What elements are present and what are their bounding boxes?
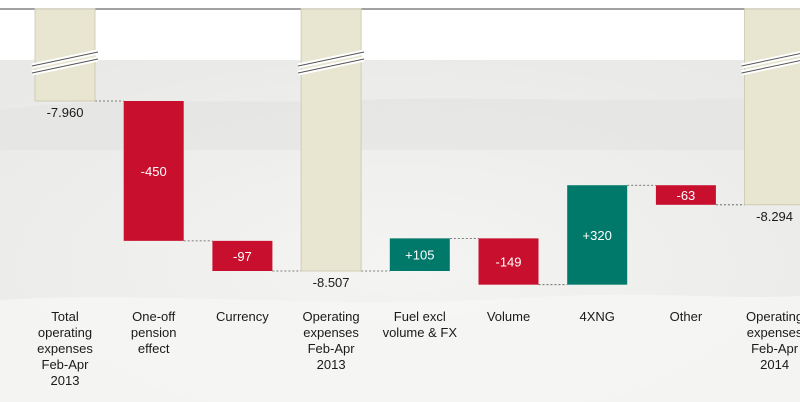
value-label-0: -7.960 xyxy=(47,105,84,120)
category-label-7: Other xyxy=(670,309,703,324)
bar-6 xyxy=(567,185,628,285)
category-labels: Total operating expenses Feb-Apr 2013 One-off… xyxy=(37,309,800,388)
value-label-3: -8.507 xyxy=(313,275,350,290)
category-label-2: Currency xyxy=(216,309,269,324)
axis-break-line-3-7 xyxy=(297,58,365,74)
value-labels: -7.960 -450 -97 -8.507 +105 -149 +320 -63 -8.294 xyxy=(47,105,793,290)
axis-break-line-8-7 xyxy=(741,60,800,74)
value-label-2: -97 xyxy=(233,249,252,264)
category-label-4: Fuel excl volume & FX xyxy=(383,309,458,340)
category-label-1: One-off pension effect xyxy=(131,309,177,356)
axis-break-line-0-0 xyxy=(31,51,99,67)
axis-break-line-3-0 xyxy=(297,51,365,67)
bar-8 xyxy=(744,8,800,206)
bar-5 xyxy=(478,238,539,285)
bars-layer xyxy=(31,8,800,285)
value-label-7: -63 xyxy=(677,188,696,203)
value-label-5: -149 xyxy=(495,255,521,270)
bar-4 xyxy=(389,238,450,271)
category-label-6: 4XNG xyxy=(579,309,614,324)
bar-1 xyxy=(123,101,184,241)
value-label-6: +320 xyxy=(583,228,612,243)
category-label-5: Volume xyxy=(487,309,530,324)
axis-break-line-0-7 xyxy=(31,58,99,74)
bar-3 xyxy=(300,8,362,272)
category-label-8: Operating expenses Feb-Apr 2014 xyxy=(746,309,800,372)
category-label-0: Total operating expenses Feb-Apr 2013 xyxy=(37,309,93,388)
connector-lines xyxy=(95,100,745,286)
axis-break-line-8-0 xyxy=(741,53,800,67)
value-label-4: +105 xyxy=(405,248,434,263)
value-label-1: -450 xyxy=(141,164,167,179)
bar-7 xyxy=(655,185,716,205)
bar-2 xyxy=(212,240,273,271)
category-label-3: Operating expenses Feb-Apr 2013 xyxy=(303,309,360,372)
value-label-8: -8.294 xyxy=(756,209,793,224)
